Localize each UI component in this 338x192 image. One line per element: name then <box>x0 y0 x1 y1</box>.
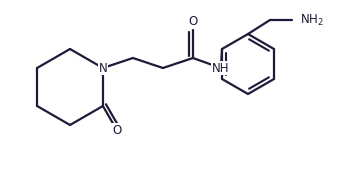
Text: N: N <box>99 61 107 74</box>
Text: O: O <box>188 15 197 28</box>
Text: NH$_2$: NH$_2$ <box>300 12 324 27</box>
Text: NH: NH <box>212 61 230 74</box>
Text: O: O <box>112 124 122 137</box>
